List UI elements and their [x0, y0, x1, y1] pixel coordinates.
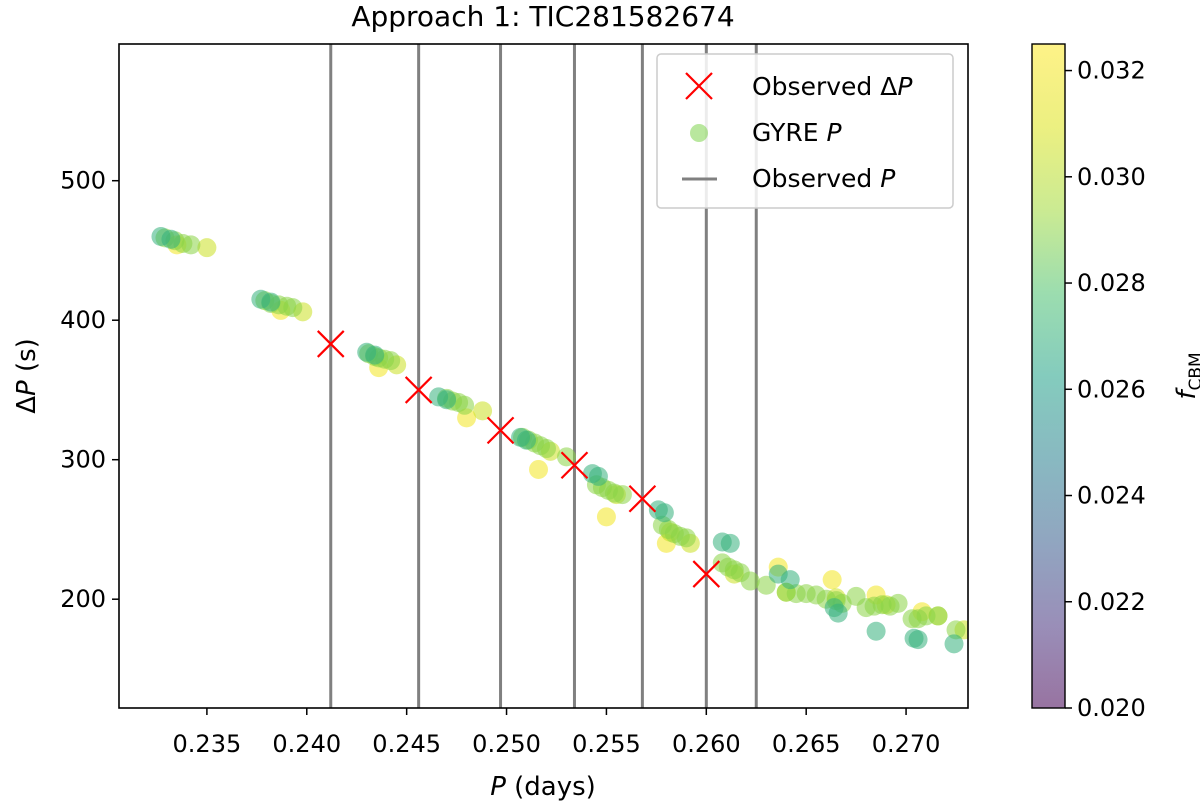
gyre-point — [283, 298, 303, 318]
x-tick-label: 0.255 — [572, 730, 641, 758]
gyre-point — [756, 575, 776, 595]
x-tick-label: 0.270 — [872, 730, 941, 758]
colorbar-tick-label: 0.028 — [1077, 269, 1146, 297]
x-axis: 0.235 0.240 0.245 0.250 0.255 0.260 0.265 0.270 — [173, 708, 941, 758]
observed-dp-marker — [316, 330, 345, 358]
legend: Observed ΔP GYRE P Observed P — [656, 53, 954, 209]
gyre-point — [473, 401, 493, 421]
gyre-point — [437, 390, 457, 410]
x-axis-label-unit: (days) — [506, 772, 596, 802]
y-tick-label: 500 — [60, 167, 106, 195]
colorbar-frame — [1031, 43, 1066, 709]
colorbar-label: fCBM — [1172, 352, 1200, 399]
chart-title: Approach 1: TIC281582674 — [351, 0, 734, 33]
x-tick-label: 0.265 — [772, 730, 841, 758]
gyre-point — [676, 528, 696, 548]
legend-circle-icon — [690, 124, 708, 142]
y-axis-label: ΔP (s) — [12, 338, 42, 414]
legend-entry-observed-p: Observed P — [752, 164, 896, 193]
gyre-point — [654, 503, 674, 523]
gyre-point — [381, 351, 401, 371]
gyre-point — [455, 395, 475, 415]
x-axis-label: P (days) — [490, 772, 596, 802]
x-tick-label: 0.260 — [672, 730, 741, 758]
gyre-point — [529, 459, 549, 479]
gyre-point — [740, 571, 760, 591]
gyre-point — [588, 466, 608, 486]
x-tick-label: 0.240 — [272, 730, 341, 758]
y-axis-label-delta: Δ — [12, 396, 42, 414]
x-axis-label-var: P — [490, 772, 506, 802]
x-tick-label: 0.235 — [173, 730, 242, 758]
gyre-point — [822, 570, 842, 590]
y-axis-label-unit: (s) — [12, 338, 42, 380]
plot-frame — [118, 43, 969, 709]
gyre-point — [197, 238, 217, 258]
gyre-point — [261, 292, 281, 312]
gyre-point — [596, 507, 616, 527]
gyre-point — [908, 630, 928, 650]
observed-dp-marker — [486, 416, 515, 445]
legend-entry-gyre-p: GYRE P — [752, 118, 843, 147]
colorbar — [1032, 44, 1065, 708]
gyre-points — [151, 227, 968, 654]
gyre-point — [517, 430, 537, 450]
colorbar-axis: 0.020 0.022 0.024 0.026 0.028 0.030 0.032 — [1065, 57, 1146, 722]
gyre-point — [365, 345, 385, 365]
y-tick-label: 200 — [60, 585, 106, 613]
y-axis-label-var: P — [12, 380, 42, 396]
colorbar-tick-label: 0.022 — [1077, 588, 1146, 616]
gyre-point — [780, 570, 800, 590]
x-tick-label: 0.250 — [472, 730, 541, 758]
colorbar-tick-label: 0.026 — [1077, 375, 1146, 403]
colorbar-tick-label: 0.030 — [1077, 163, 1146, 191]
y-tick-label: 400 — [60, 306, 106, 334]
gyre-point — [612, 485, 632, 505]
gyre-point — [944, 634, 964, 654]
observed-dp-marker — [628, 484, 657, 513]
legend-x-icon — [685, 72, 713, 100]
gyre-point — [888, 593, 908, 613]
colorbar-tick-label: 0.024 — [1077, 482, 1146, 510]
x-tick-label: 0.245 — [372, 730, 441, 758]
gyre-point — [946, 620, 966, 640]
y-tick-label: 300 — [60, 446, 106, 474]
gyre-point — [161, 229, 181, 249]
gyre-point — [928, 606, 948, 626]
legend-entry-observed-dp: Observed ΔP — [752, 72, 913, 101]
legend-frame — [656, 53, 954, 209]
gyre-point — [720, 533, 740, 553]
observed-dp-marker — [692, 560, 721, 588]
observed-dp-marker — [404, 376, 433, 404]
colorbar-tick-label: 0.032 — [1077, 57, 1146, 85]
observed-dp-markers — [316, 330, 721, 588]
colorbar-tick-label: 0.020 — [1077, 694, 1146, 722]
gyre-point — [828, 603, 848, 623]
y-axis: 200 300 400 500 — [60, 167, 119, 613]
gyre-point — [866, 621, 886, 641]
gyre-point — [536, 439, 556, 459]
observed-dp-marker — [560, 451, 589, 480]
colorbar-label-sub: CBM — [1186, 352, 1200, 390]
gyre-point — [181, 235, 201, 255]
